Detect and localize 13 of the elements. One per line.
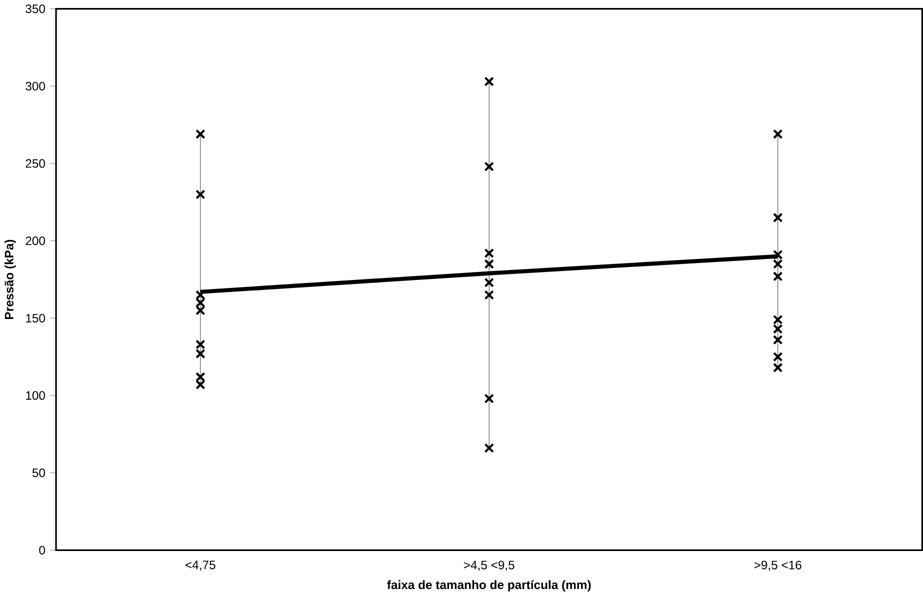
y-tick-label: 350 bbox=[26, 4, 46, 14]
y-tick-label: 200 bbox=[26, 236, 46, 246]
x-tick-label: >9,5 <16 bbox=[754, 560, 802, 571]
y-tick-label: 300 bbox=[26, 82, 46, 90]
y-tick-label: 150 bbox=[26, 314, 46, 322]
x-tick-label: >4,5 <9,5 bbox=[464, 560, 514, 571]
y-tick-label: 50 bbox=[32, 468, 46, 478]
y-tick-label: 100 bbox=[26, 391, 46, 400]
y-tick-label: 0 bbox=[39, 546, 46, 554]
y-axis-title: Pressão (kPa) bbox=[4, 240, 16, 319]
x-axis-title: faixa de tamanho de partícula (mm) bbox=[387, 580, 591, 592]
y-tick-label: 250 bbox=[26, 159, 46, 168]
x-tick-label: <4,75 bbox=[186, 560, 216, 571]
